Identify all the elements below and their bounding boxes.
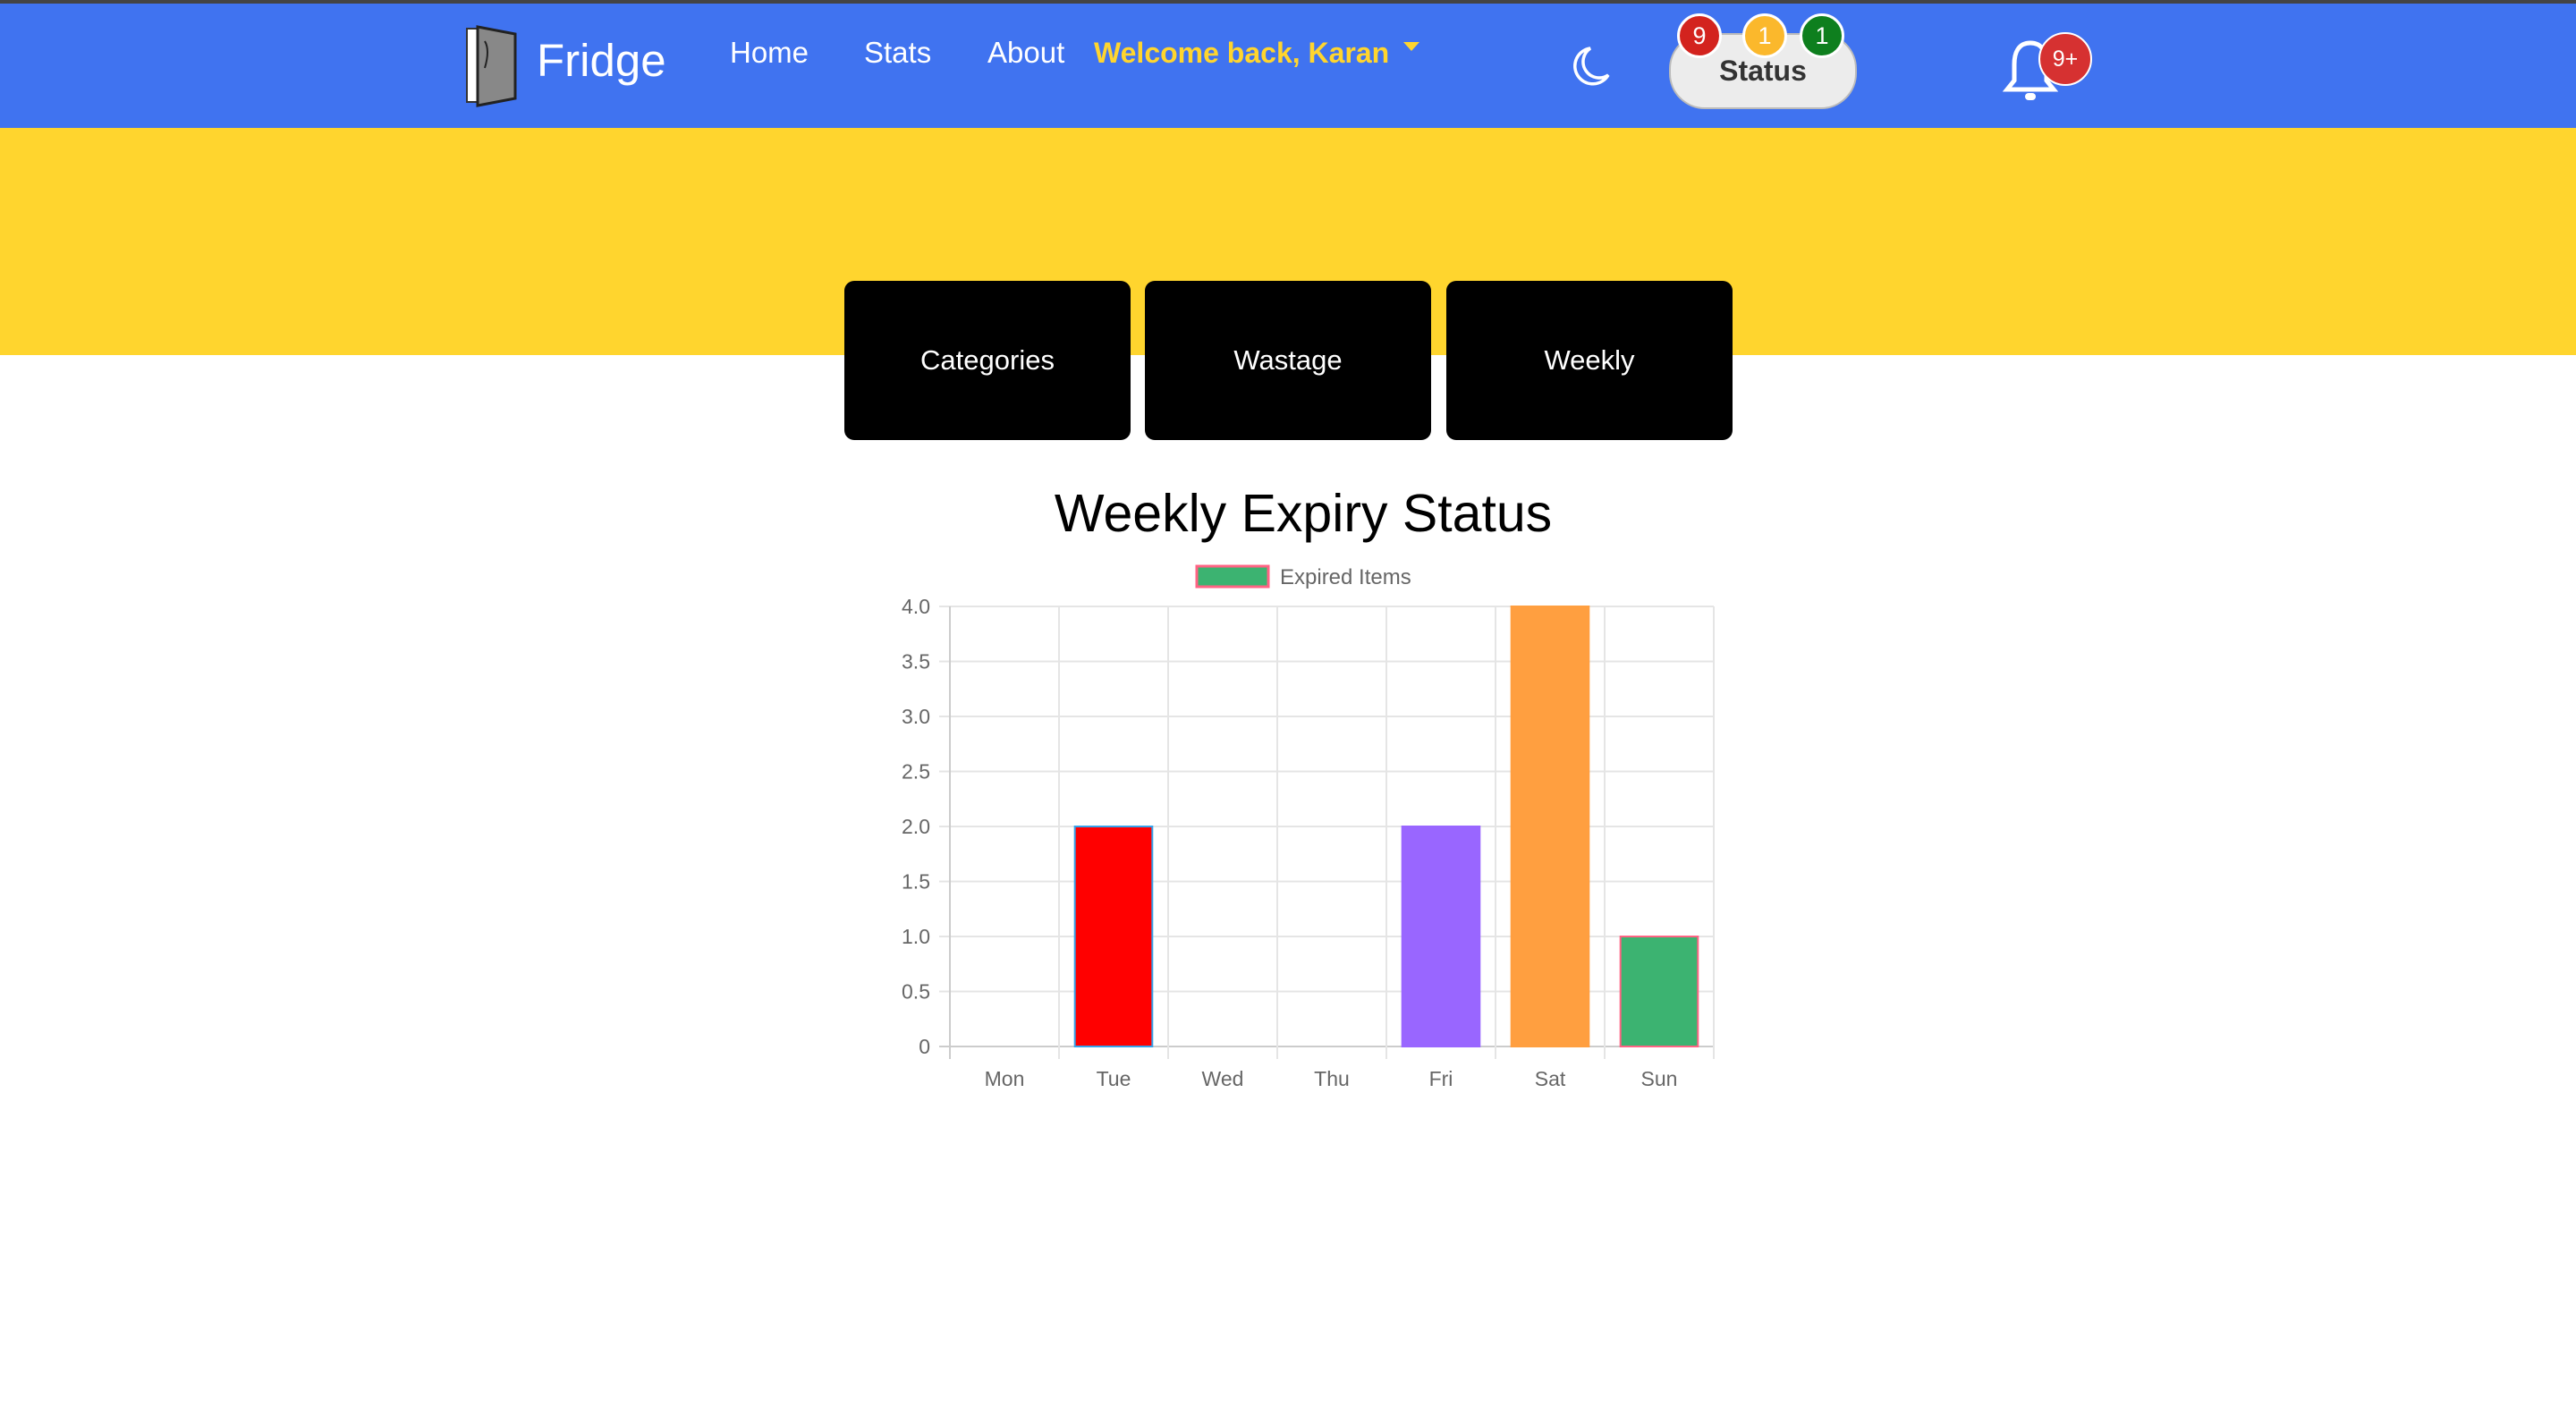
bar-sat — [1510, 606, 1590, 1047]
status-badge-red: 9 — [1677, 13, 1722, 58]
status-badge-green: 1 — [1800, 13, 1844, 58]
y-tick-label: 2.0 — [902, 815, 930, 838]
fridge-icon[interactable] — [463, 23, 521, 109]
status-label: Status — [1719, 55, 1807, 87]
brand-name[interactable]: Fridge — [537, 35, 666, 86]
bar-fri — [1401, 826, 1481, 1047]
navbar: Fridge Home Stats About Welcome back, Ka… — [0, 4, 2576, 128]
legend-label: Expired Items — [1280, 565, 1411, 589]
bar-sun — [1619, 936, 1699, 1047]
x-tick-label: Sat — [1535, 1067, 1566, 1090]
bar-chart: Expired Items 0 0.5 1.0 1.5 2.0 2.5 3.0 3.5 4.0 M… — [902, 564, 1715, 1090]
nav-home[interactable]: Home — [730, 36, 809, 69]
window-top-border — [0, 0, 2576, 4]
x-tick-label: Tue — [1097, 1067, 1131, 1090]
legend-swatch[interactable] — [1195, 564, 1270, 589]
caret-down-icon — [1403, 41, 1420, 51]
y-tick-label: 0.5 — [902, 980, 930, 1004]
moon-icon[interactable] — [1572, 45, 1612, 88]
x-tick-label: Sun — [1641, 1067, 1678, 1090]
x-tick-label: Fri — [1429, 1067, 1453, 1090]
welcome-text: Welcome back, Karan — [1094, 37, 1390, 69]
y-tick-label: 3.0 — [902, 705, 930, 728]
status-badge-yellow: 1 — [1742, 13, 1787, 58]
y-tick-label: 4.0 — [902, 595, 930, 618]
chart-title: Weekly Expiry Status — [1054, 484, 1553, 543]
x-tick-label: Thu — [1314, 1067, 1350, 1090]
bar-tue — [1073, 826, 1154, 1047]
y-tick-label: 1.0 — [902, 925, 930, 948]
tab-weekly[interactable]: Weekly — [1446, 281, 1733, 440]
tab-wastage[interactable]: Wastage — [1145, 281, 1431, 440]
y-tick-label: 2.5 — [902, 760, 930, 784]
y-tick-label: 1.5 — [902, 870, 930, 894]
x-tick-label: Mon — [985, 1067, 1025, 1090]
y-tick-label: 0 — [919, 1035, 930, 1058]
notification-badge: 9+ — [2038, 32, 2092, 86]
nav-stats[interactable]: Stats — [864, 36, 932, 69]
nav-about[interactable]: About — [987, 36, 1065, 69]
user-dropdown[interactable]: Welcome back, Karan — [1094, 37, 1420, 70]
tab-categories[interactable]: Categories — [844, 281, 1131, 440]
y-tick-label: 3.5 — [902, 650, 930, 674]
x-tick-label: Wed — [1202, 1067, 1244, 1090]
